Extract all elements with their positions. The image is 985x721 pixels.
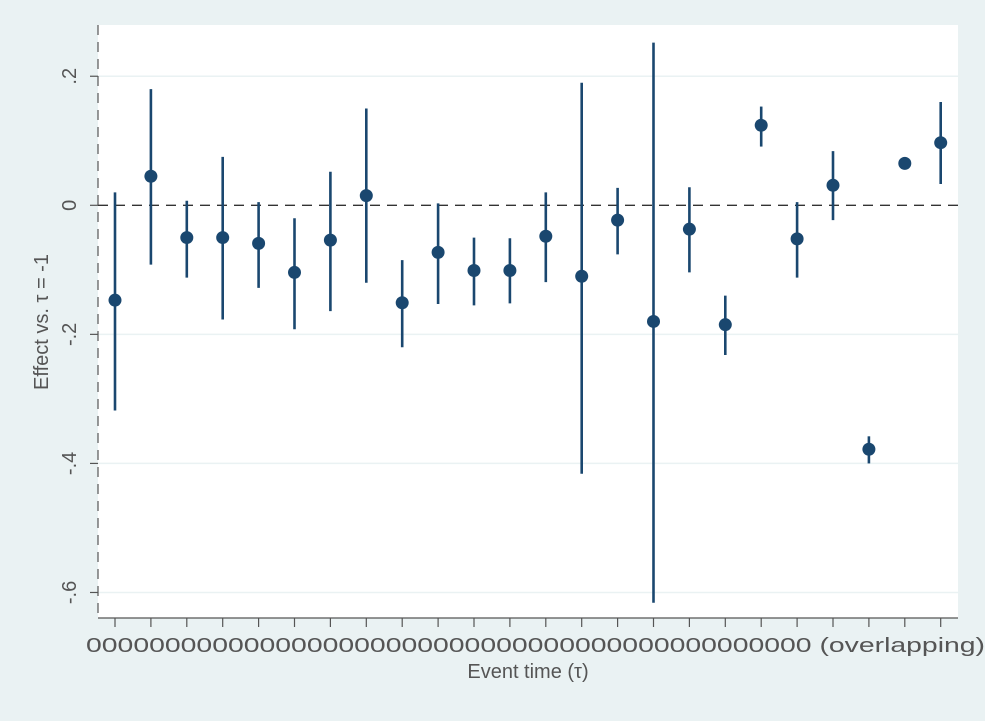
- y-axis-ticks: .2 0 -.2 -.4 -.6: [59, 68, 98, 604]
- x-axis-ticks: [114, 618, 942, 627]
- point-estimate-10: [431, 245, 445, 259]
- y-tick-label-1: 0: [59, 200, 81, 211]
- point-estimate-11: [467, 263, 481, 277]
- y-tick-label-0: .2: [59, 68, 81, 85]
- point-estimate-3: [180, 231, 194, 245]
- point-estimate-17: [682, 222, 696, 236]
- x-tick-labels: 0000000000000000000000000000000000000000…: [86, 635, 985, 657]
- point-estimate-4: [216, 231, 230, 245]
- gridlines: [98, 75, 958, 594]
- point-estimate-7: [323, 233, 337, 247]
- point-estimate-15: [611, 213, 625, 227]
- point-estimate-20: [790, 232, 804, 246]
- point-estimate-9: [395, 296, 409, 310]
- point-estimate-21: [826, 178, 840, 192]
- point-estimate-13: [539, 229, 553, 243]
- point-estimate-12: [503, 263, 517, 277]
- point-estimate-19: [754, 118, 768, 132]
- point-estimate-2: [144, 169, 158, 183]
- point-estimates: [108, 118, 948, 456]
- x-axis-label: Event time (τ): [467, 661, 588, 683]
- y-tick-label-4: -.6: [59, 581, 81, 604]
- point-estimate-23: [898, 156, 912, 170]
- point-estimate-1: [108, 293, 122, 307]
- y-tick-label-2: -.2: [59, 323, 81, 346]
- point-estimate-24: [934, 136, 948, 150]
- point-estimate-6: [288, 265, 301, 279]
- point-estimate-5: [252, 236, 266, 250]
- point-estimate-22: [862, 442, 876, 456]
- y-axis-label: Effect vs. τ = -1: [31, 254, 53, 390]
- y-tick-label-3: -.4: [59, 452, 81, 475]
- point-estimate-8: [359, 189, 373, 203]
- point-estimate-18: [718, 318, 732, 332]
- point-estimate-16: [647, 314, 660, 328]
- point-estimate-14: [575, 269, 589, 283]
- plot-background: [98, 25, 958, 618]
